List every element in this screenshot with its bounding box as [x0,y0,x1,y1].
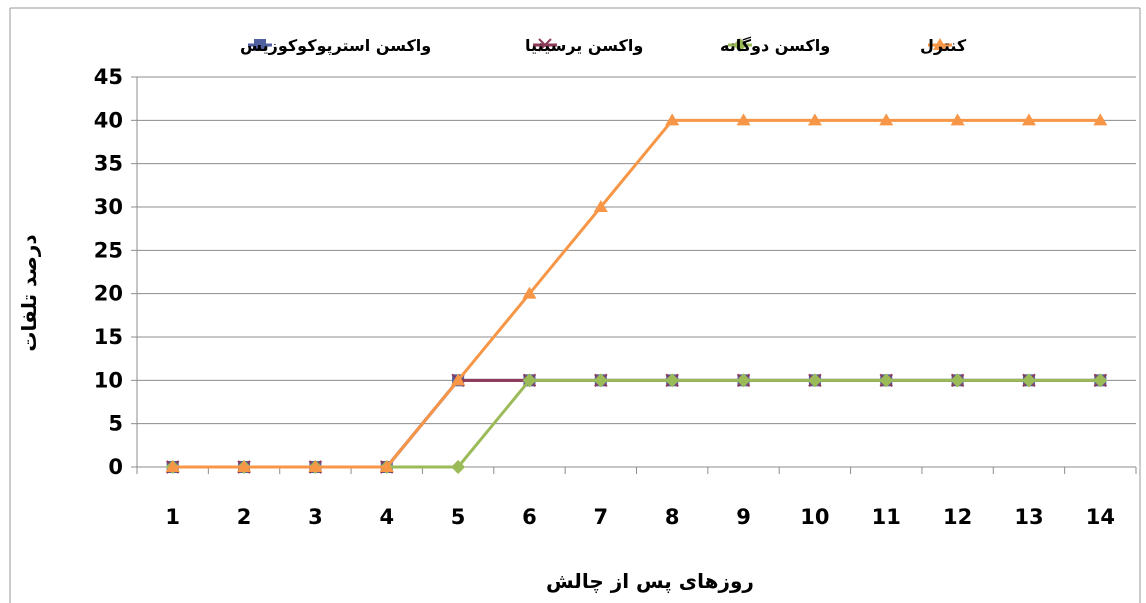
y-tick-label-20: 20 [94,282,123,306]
data-point-s3-6 [522,373,537,388]
data-point-s4-11 [879,113,894,126]
data-point-s4-1 [165,460,180,472]
data-point-s3-11 [879,373,894,388]
y-tick-label-15: 15 [94,325,123,349]
data-point-s4-7 [593,200,608,212]
x-tick-label-4: 4 [379,505,394,529]
data-point-s4-12 [950,113,965,126]
x-tick-label-8: 8 [665,505,680,529]
data-point-s3-10 [807,373,822,388]
x-axis-title: روزهای پس از چالش [546,569,754,594]
legend-label-4: کنترل [920,36,967,55]
y-tick-label-5: 5 [108,412,123,436]
legend-item-4: کنترل [920,36,967,55]
data-point-s4-5 [451,373,466,386]
data-point-s3-9 [736,373,751,388]
data-point-s3-8 [665,373,680,388]
y-tick-label-45: 45 [94,65,123,89]
y-tick-label-30: 30 [94,195,123,219]
legend-label-3: واکسن دوگانه [720,36,830,55]
data-point-s4-6 [522,286,537,299]
y-axis-title: درصد تلفات [17,234,41,351]
legend-marker-3 [733,38,747,52]
axes [131,76,1137,474]
x-tick-label-2: 2 [237,505,252,529]
legend-label-2: واکسن یرسینیا [525,36,643,55]
y-tick-label-25: 25 [94,238,123,262]
legend-item-3: واکسن دوگانه [720,36,830,55]
data-point-s4-2 [237,460,252,472]
data-point-s3-5 [451,460,466,474]
x-tick-label-3: 3 [308,505,323,529]
data-point-s4-8 [665,113,680,126]
legend-item-2: واکسن یرسینیا [525,36,643,55]
data-point-s4-4 [379,460,394,472]
x-tick-label-13: 13 [1014,505,1043,529]
x-tick-label-1: 1 [165,505,180,529]
series-4 [165,113,1108,472]
y-tick-label-10: 10 [94,368,123,392]
legend-marker-1 [254,39,266,51]
legend-item-1: واکسن استرپوکوکوزیس [240,36,431,56]
x-tick-label-14: 14 [1086,505,1115,529]
x-tick-labels: 1 2 3 4 5 6 7 8 9 10 11 12 13 14 [165,505,1115,529]
legend-marker-4 [933,38,947,50]
x-tick-label-6: 6 [522,505,537,529]
y-tick-labels: 0 5 10 15 20 25 30 35 40 45 [94,65,123,479]
data-point-s4-13 [1021,113,1036,126]
legend-label-1: واکسن استرپوکوکوزیس [240,36,431,56]
series-line-4 [172,118,1101,469]
y-tick-label-0: 0 [108,455,123,479]
data-point-s3-12 [950,373,965,388]
data-point-s4-3 [308,460,323,472]
legend: کنترل واکسن دوگانه واکسن یرسینیا واکسن استر… [240,36,967,56]
data-point-s4-10 [807,113,822,126]
data-point-s4-14 [1093,113,1108,126]
data-point-s4-9 [736,113,751,126]
x-tick-label-11: 11 [872,505,901,529]
y-tick-label-35: 35 [94,152,123,176]
data-point-s3-13 [1021,373,1036,388]
x-tick-label-9: 9 [736,505,751,529]
x-tick-label-7: 7 [594,505,609,529]
y-tick-label-40: 40 [94,108,123,132]
data-point-s3-7 [593,373,608,388]
series-group [165,113,1108,474]
x-tick-label-12: 12 [943,505,972,529]
gridlines [137,76,1136,425]
data-point-s3-14 [1093,373,1108,388]
legend-marker-2 [538,38,552,52]
x-tick-label-10: 10 [800,505,829,529]
x-tick-label-5: 5 [451,505,466,529]
